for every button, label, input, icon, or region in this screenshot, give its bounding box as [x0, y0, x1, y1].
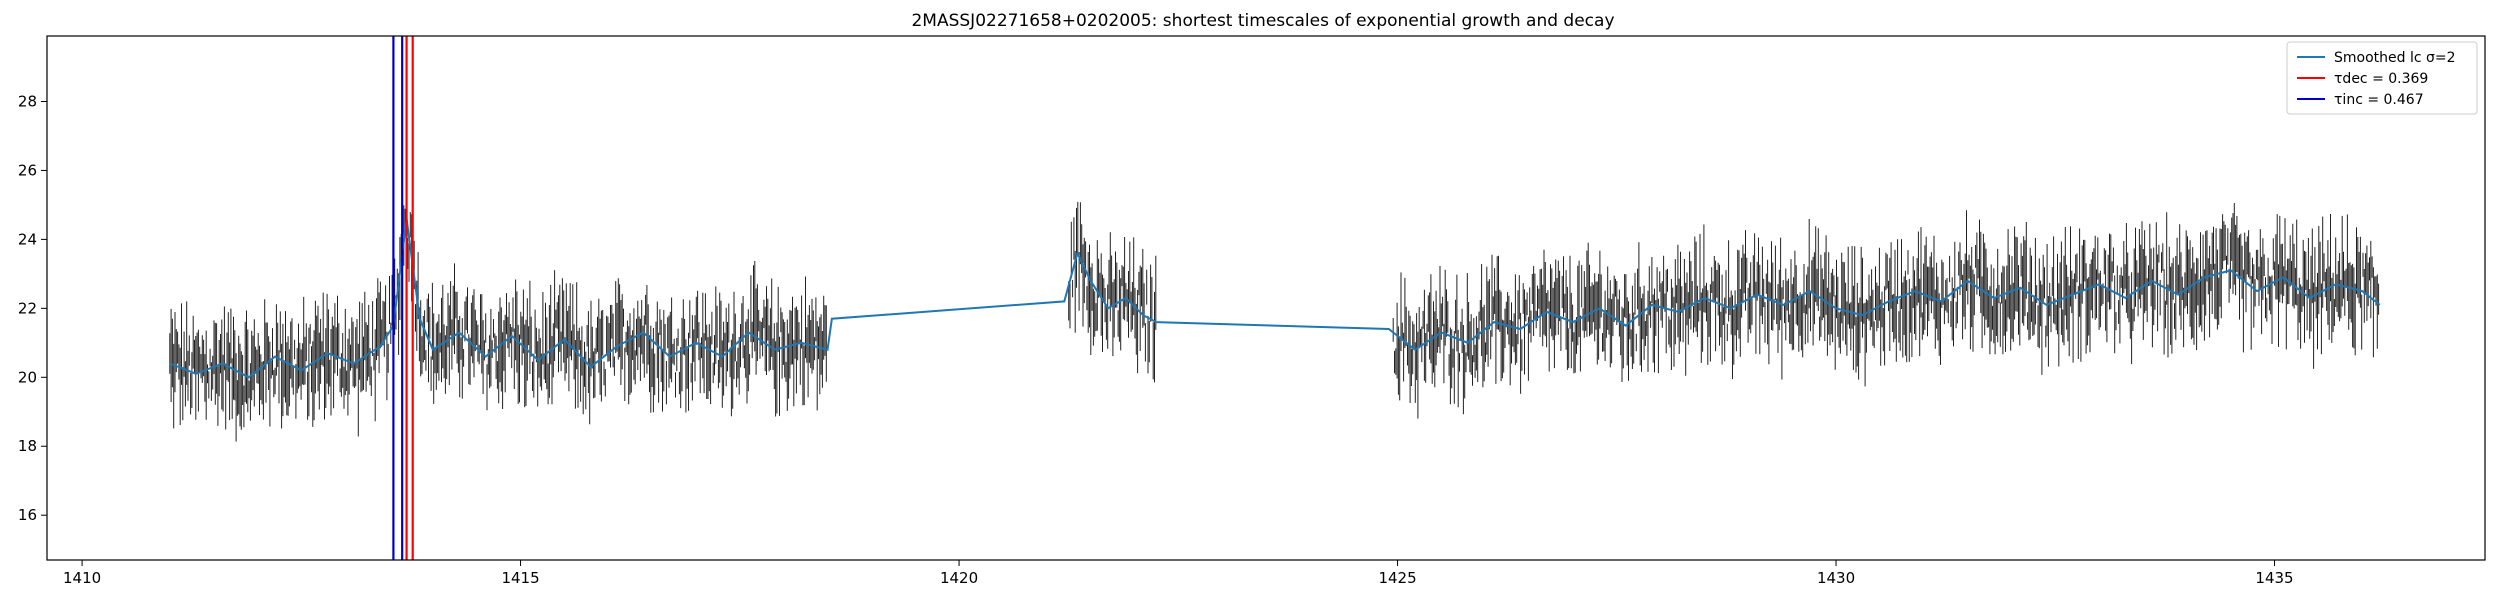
- raw-segment: [1068, 201, 1157, 383]
- smoothed-line: [169, 218, 2381, 379]
- legend-label-smoothed: Smoothed lc σ=2: [2334, 50, 2456, 66]
- x-tick-label: 1430: [1817, 569, 1855, 587]
- x-tick-label: 1415: [501, 569, 539, 587]
- legend-box: [2286, 41, 2478, 115]
- y-tick-label: 28: [18, 93, 37, 111]
- legend-label-tau-inc: τinc = 0.467: [2334, 92, 2424, 108]
- x-tick-label: 1425: [1378, 569, 1416, 587]
- y-tick-label: 16: [18, 506, 37, 524]
- plot-frame: [46, 35, 2486, 561]
- chart-title: 2MASSJ02271658+0202005: shortest timesca…: [911, 11, 1614, 31]
- y-tick-label: 20: [18, 368, 37, 386]
- raw-segment: [1392, 203, 2380, 419]
- x-tick-label: 1420: [940, 569, 978, 587]
- legend-label-tau-dec: τdec = 0.369: [2334, 71, 2428, 87]
- legend: Smoothed lc σ=2 τdec = 0.369 τinc = 0.46…: [2286, 41, 2478, 115]
- y-tick-label: 22: [18, 299, 37, 317]
- y-tick-label: 24: [18, 230, 37, 248]
- x-tick-label: 1410: [63, 569, 101, 587]
- x-tick-label: 1435: [2255, 569, 2293, 587]
- smoothed-lightcurve: [169, 218, 2381, 379]
- timescale-lines: [392, 36, 414, 560]
- y-tick-label: 26: [18, 161, 37, 179]
- raw-segment: [169, 205, 827, 442]
- y-tick-label: 18: [18, 437, 37, 455]
- raw-lightcurve: [169, 201, 2380, 442]
- axis-ticks: 1410 1415 1420 1425 1430 1435 16 18 20 22 24 26 28: [18, 93, 2294, 588]
